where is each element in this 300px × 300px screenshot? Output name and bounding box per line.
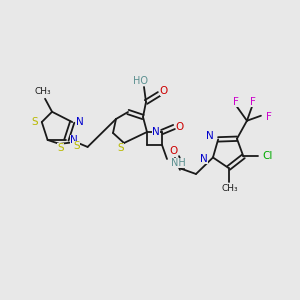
Text: F: F xyxy=(233,97,239,107)
Text: NH: NH xyxy=(171,158,186,168)
Text: O: O xyxy=(170,146,178,156)
Text: CH₃: CH₃ xyxy=(35,87,51,96)
Text: HO: HO xyxy=(133,76,148,86)
Text: N: N xyxy=(206,131,214,141)
Text: S: S xyxy=(118,143,124,153)
Text: N: N xyxy=(70,135,78,145)
Text: CH₃: CH₃ xyxy=(221,184,238,194)
Text: N: N xyxy=(152,127,160,137)
Text: F: F xyxy=(250,97,256,107)
Text: O: O xyxy=(160,86,168,96)
Text: N: N xyxy=(200,154,208,164)
Text: N: N xyxy=(76,117,84,127)
Text: S: S xyxy=(31,117,38,127)
Text: Cl: Cl xyxy=(262,152,273,161)
Text: F: F xyxy=(266,112,272,122)
Text: O: O xyxy=(176,122,184,132)
Text: S: S xyxy=(73,141,80,151)
Text: S: S xyxy=(57,143,64,153)
